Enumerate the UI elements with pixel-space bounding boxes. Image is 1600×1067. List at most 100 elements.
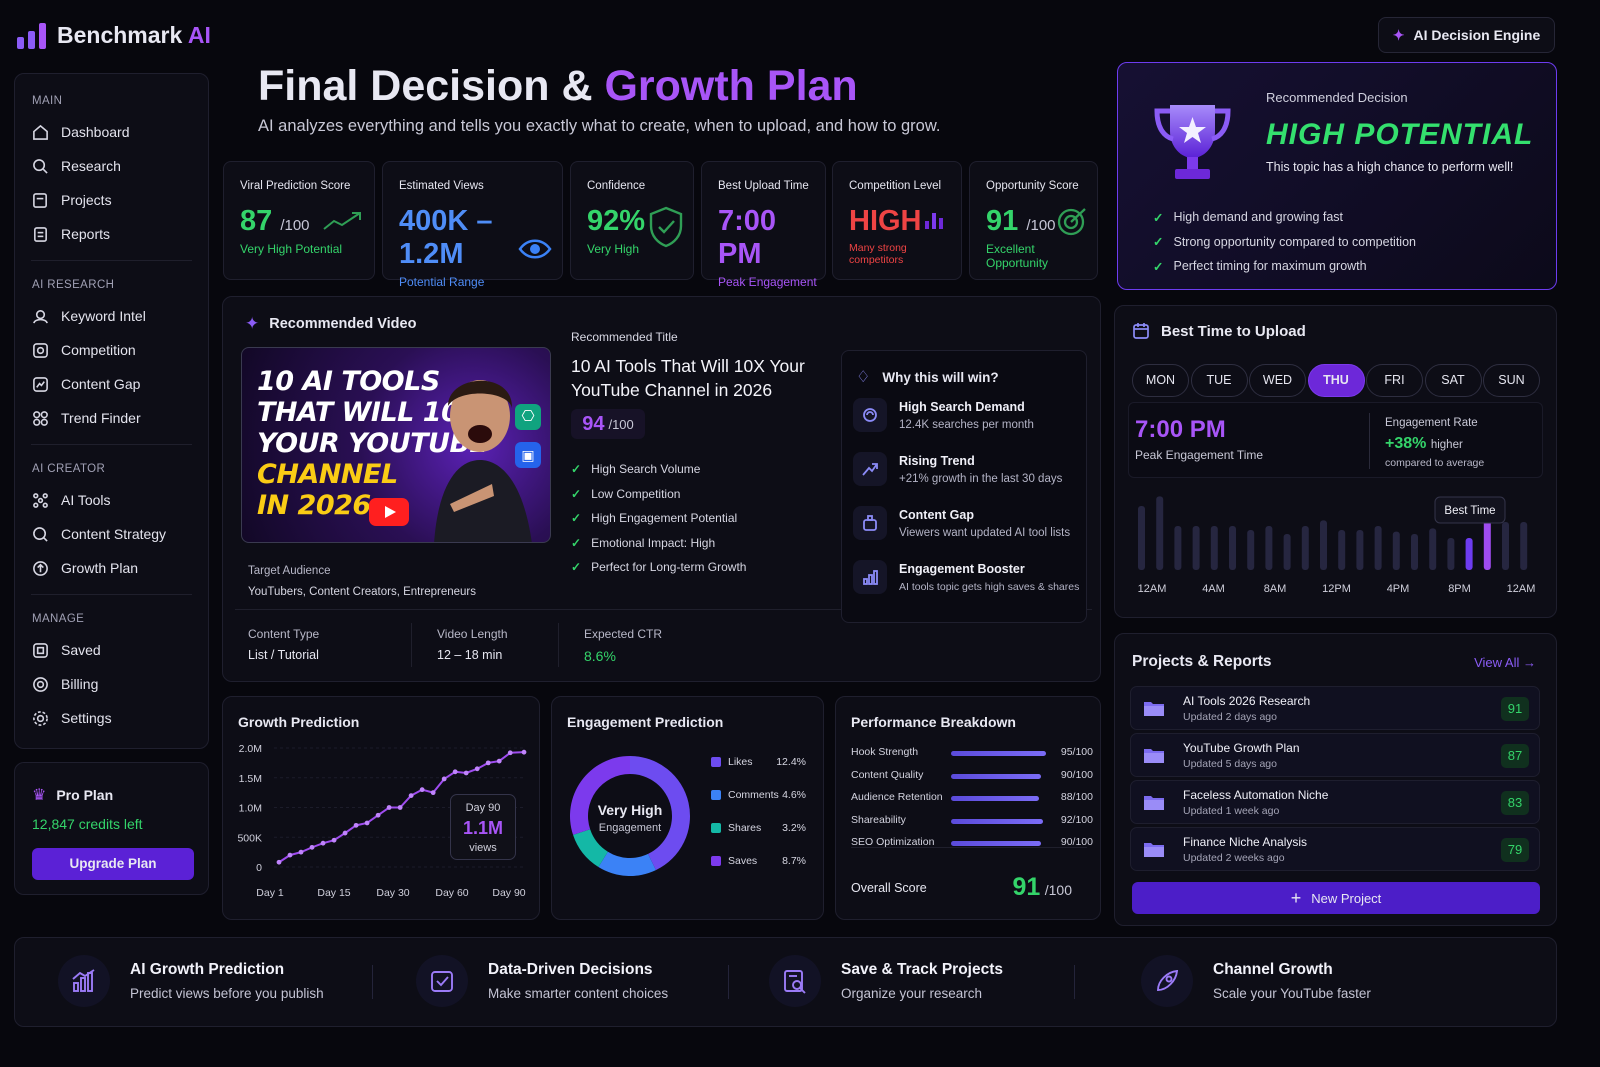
y-tick-label: 500K (237, 832, 262, 844)
kpi-label: Best Upload Time (718, 180, 809, 192)
decision-point: ✓ High demand and growing fast (1153, 205, 1416, 230)
brand-logo[interactable]: Benchmark AI (17, 22, 211, 49)
sidebar-item-label: AI Tools (61, 492, 111, 508)
sidebar-item-settings[interactable]: Settings (15, 701, 208, 735)
recommended-video-heading: Recommended Video (269, 316, 417, 332)
sidebar-item-keyword-intel[interactable]: Keyword Intel (15, 299, 208, 333)
project-name: AI Tools 2026 Research (1183, 694, 1311, 708)
why-item-title: Content Gap (899, 508, 974, 522)
day-chip-sat[interactable]: SAT (1424, 364, 1482, 397)
hour-bar (1411, 534, 1418, 570)
hour-bar (1320, 520, 1327, 570)
sidebar-item-billing[interactable]: Billing (15, 667, 208, 701)
day-chip-mon[interactable]: MON (1132, 364, 1189, 397)
tools-icon (33, 492, 48, 508)
hour-bar (1429, 528, 1437, 570)
youtube-play-icon[interactable] (369, 498, 409, 526)
sidebar-item-label: Settings (61, 710, 112, 726)
x-tick-label: Day 15 (317, 887, 350, 899)
performance-panel: Performance Breakdown Overall Score 91 /… (835, 696, 1101, 920)
sidebar-item-projects[interactable]: Projects (15, 183, 208, 217)
video-check-item: ✓ Low Competition (571, 482, 746, 507)
brand-suffix: AI (187, 22, 211, 48)
day-chip-thu[interactable]: THU (1307, 364, 1365, 397)
sidebar-item-content-strategy[interactable]: Content Strategy (15, 517, 208, 551)
why-item: High Search Demand 12.4K searches per mon… (853, 398, 1034, 432)
legend-item-comments: Comments 4.6% (711, 789, 811, 822)
tooltip-unit: views (469, 842, 497, 854)
gap-icon (33, 376, 48, 392)
donut-slice-saves (570, 756, 630, 835)
sidebar-item-saved[interactable]: Saved (15, 633, 208, 667)
growth-point (463, 770, 469, 776)
kpi-sub: Excellent Opportunity (986, 242, 1049, 270)
sidebar-item-label: Saved (61, 642, 101, 658)
target-icon (1056, 206, 1088, 243)
perf-value: 88/100 (1060, 791, 1093, 803)
feature-title: Save & Track Projects (841, 961, 1003, 978)
project-row[interactable]: YouTube Growth Plan Updated 5 days ago 87 (1130, 733, 1540, 777)
day-chip-fri[interactable]: FRI (1366, 364, 1423, 397)
feature-divider (372, 965, 373, 999)
meta-label: Content Type (248, 627, 320, 641)
billing-icon (33, 676, 48, 692)
strategy-icon (33, 526, 48, 542)
growth-point (507, 750, 513, 756)
sidebar-item-reports[interactable]: Reports (15, 217, 208, 251)
growth-point (408, 793, 414, 798)
kpi-label: Opportunity Score (986, 180, 1079, 192)
title-score-unit: /100 (608, 416, 634, 432)
sidebar-item-research[interactable]: Research (15, 149, 208, 183)
sidebar-item-trend-finder[interactable]: Trend Finder (15, 401, 208, 435)
project-row[interactable]: Finance Niche Analysis Updated 2 weeks ag… (1130, 827, 1540, 871)
kpi-label: Estimated Views (399, 180, 484, 192)
growth-point (331, 837, 337, 843)
hourly-engagement-chart: 12AM 4AM 8AM 12PM 4PM 8PM 12AM Best Time (1138, 496, 1535, 595)
pro-plan-card: ♛ Pro Plan 12,847 credits left Upgrade P… (14, 762, 209, 895)
video-thumbnail[interactable]: 10 AI TOOLS THAT WILL 10X YOUR YOUTUBE CHAN… (241, 347, 551, 543)
legend-swatch (711, 790, 721, 800)
sidebar-item-dashboard[interactable]: Dashboard (15, 115, 208, 149)
sidebar-divider (31, 260, 192, 261)
best-time-heading: Best Time to Upload (1161, 322, 1306, 340)
growth-point (452, 769, 458, 775)
day-chip-sun[interactable]: SUN (1483, 364, 1540, 397)
thumbnail-text-line: CHANNEL (257, 459, 398, 490)
search-icon (33, 158, 48, 174)
hour-bar (1374, 526, 1382, 570)
sidebar-item-competition[interactable]: Competition (15, 333, 208, 367)
sidebar-item-label: Research (61, 158, 121, 174)
ai-engine-badge[interactable]: ✦ AI Decision Engine (1378, 17, 1555, 53)
perf-bar (951, 773, 1041, 779)
day-chip-wed[interactable]: WED (1249, 364, 1306, 397)
legend-swatch (711, 856, 721, 866)
folder-icon (33, 192, 47, 208)
why-win-heading: Why this will win? (882, 369, 999, 385)
legend-name: Shares (728, 822, 762, 834)
trend-up-icon (322, 209, 364, 238)
growth-point (309, 844, 315, 850)
project-row[interactable]: AI Tools 2026 Research Updated 2 days ago… (1130, 686, 1540, 730)
projects-panel: Projects & Reports View All → + New Proj… (1114, 633, 1557, 926)
y-tick-label: 0 (256, 862, 262, 874)
hour-bar (1174, 526, 1182, 570)
best-time-tag (1434, 496, 1506, 524)
project-row[interactable]: Faceless Automation Niche Updated 1 week … (1130, 780, 1540, 824)
new-project-button[interactable]: + New Project (1132, 882, 1540, 914)
sparkle-icon: ✦ (1392, 26, 1405, 43)
sidebar-item-content-gap[interactable]: Content Gap (15, 367, 208, 401)
why-item-sub: 12.4K searches per month (899, 419, 1034, 431)
view-all-link[interactable]: View All → (1474, 655, 1536, 670)
perf-row: Hook Strength 95/100 (851, 746, 1093, 766)
why-win-card: ♢ Why this will win? High Search Demand 1… (841, 350, 1087, 623)
hour-bar (1138, 506, 1145, 570)
sidebar-item-label: Competition (61, 342, 136, 358)
sidebar-item-growth-plan[interactable]: Growth Plan (15, 551, 208, 585)
sidebar-item-ai-tools[interactable]: AI Tools (15, 483, 208, 517)
day-chip-tue[interactable]: TUE (1190, 364, 1248, 397)
project-updated: Updated 5 days ago (1183, 758, 1277, 770)
sidebar-divider (31, 594, 192, 595)
hour-label: 8AM (1264, 583, 1287, 595)
upgrade-plan-button[interactable]: Upgrade Plan (32, 848, 194, 880)
growth-point (353, 822, 359, 828)
